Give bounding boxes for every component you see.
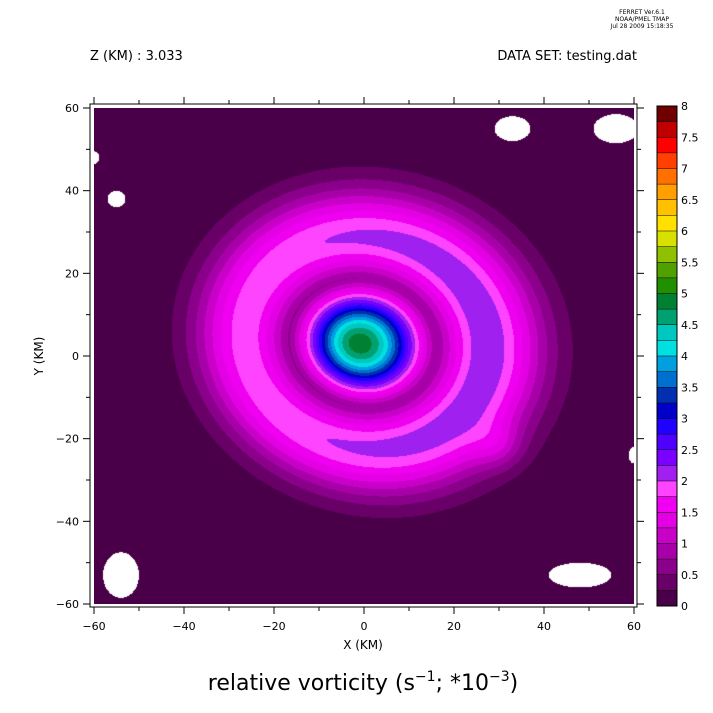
colorbar-swatch	[657, 168, 677, 185]
colorbar-swatch	[657, 387, 677, 403]
colorbar-frame	[656, 105, 678, 607]
colorbar-swatch	[657, 512, 677, 528]
colorbar-label: 8	[681, 100, 688, 113]
colorbar-label: 5.5	[681, 256, 699, 269]
x-tick-label: −40	[172, 620, 195, 633]
colorbar-label: 4	[681, 350, 688, 363]
colorbar-swatch	[657, 527, 677, 544]
x-axis-title: X (KM)	[343, 638, 383, 652]
colorbar-swatch	[657, 340, 677, 356]
colorbar-swatch	[657, 543, 677, 560]
vorticity-contour-field	[94, 108, 634, 604]
colorbar-swatch	[657, 434, 677, 450]
colorbar-label: 5	[681, 288, 688, 301]
colorbar-swatch	[657, 293, 677, 310]
colorbar-label: 3	[681, 413, 688, 426]
y-tick-label: 60	[65, 102, 79, 115]
colorbar-swatch	[657, 121, 677, 138]
colorbar-label: 1	[681, 538, 688, 551]
colorbar-swatch	[657, 574, 677, 591]
colorbar-swatch	[657, 106, 677, 122]
colorbar-swatch	[657, 246, 677, 263]
colorbar-swatch	[657, 481, 677, 497]
x-axis: −60 −40 −20 0 20 40 60	[82, 97, 641, 633]
y-tick-label: −20	[56, 433, 79, 446]
colorbar-label: 3.5	[681, 381, 699, 394]
dataset-label: DATA SET: testing.dat	[497, 49, 637, 64]
colorbar-swatch	[657, 262, 677, 278]
ferret-date-label: Jul 28 2009 15:18:35	[610, 23, 674, 30]
x-tick-label: −20	[262, 620, 285, 633]
ferret-version-label: FERRET Ver.6.1	[619, 9, 665, 16]
caption-prefix: relative vorticity (s	[208, 671, 415, 696]
colorbar-swatch	[657, 199, 677, 216]
colorbar-swatch	[657, 137, 677, 153]
z-level-label: Z (KM) : 3.033	[90, 49, 183, 64]
y-tick-label: −60	[56, 598, 79, 611]
colorbar-label: 2.5	[681, 444, 699, 457]
colorbar-swatch	[657, 402, 677, 419]
colorbar-swatch	[657, 215, 677, 231]
colorbar-label: 6.5	[681, 194, 699, 207]
colorbar-label: 2	[681, 475, 688, 488]
colorbar-label: 6	[681, 225, 688, 238]
x-tick-label: −60	[82, 620, 105, 633]
caption-superscript-1: −1	[415, 669, 436, 685]
colorbar-label: 7.5	[681, 131, 699, 144]
colorbar-swatch	[657, 184, 677, 200]
ferret-institution-label: NOAA/PMEL TMAP	[615, 16, 669, 23]
colorbar-swatch	[657, 277, 677, 294]
y-tick-label: 20	[65, 267, 79, 280]
colorbar-label: 0.5	[681, 569, 699, 582]
colorbar-label: 0	[681, 600, 688, 613]
colorbar-swatch	[657, 152, 677, 169]
y-tick-label: −40	[56, 515, 79, 528]
y-tick-label: 0	[72, 350, 79, 363]
colorbar: 0 0.5 1 1.5 2 2.5 3 3.5 4 4.5 5 5.5 6 6.5 7 7.5 8	[656, 100, 699, 613]
colorbar-swatch	[657, 418, 677, 435]
x-tick-label: 0	[361, 620, 368, 633]
colorbar-swatch	[657, 231, 677, 247]
colorbar-swatch	[657, 559, 677, 575]
caption-superscript-2: −3	[489, 669, 510, 685]
colorbar-swatch	[657, 465, 677, 481]
x-tick-label: 40	[537, 620, 551, 633]
colorbar-swatch	[657, 324, 677, 341]
colorbar-label: 4.5	[681, 319, 699, 332]
caption-suffix: )	[510, 671, 519, 696]
colorbar-swatch	[657, 309, 677, 325]
colorbar-swatch	[657, 371, 677, 388]
x-tick-label: 60	[627, 620, 641, 633]
colorbar-swatch	[657, 590, 677, 606]
y-tick-label: 40	[65, 185, 79, 198]
colorbar-swatch	[657, 496, 677, 513]
figure-caption: relative vorticity (s−1; *10−3)	[208, 669, 518, 696]
colorbar-swatch	[657, 356, 677, 372]
x-tick-label: 20	[447, 620, 461, 633]
colorbar-label: 7	[681, 163, 688, 176]
caption-middle: ; *10	[436, 671, 489, 696]
plot-area	[89, 103, 638, 608]
y-axis-title: Y (KM)	[32, 337, 46, 377]
colorbar-label: 1.5	[681, 506, 699, 519]
y-axis: −60 −40 −20 0 20 40 60	[56, 102, 644, 611]
colorbar-swatch	[657, 449, 677, 466]
